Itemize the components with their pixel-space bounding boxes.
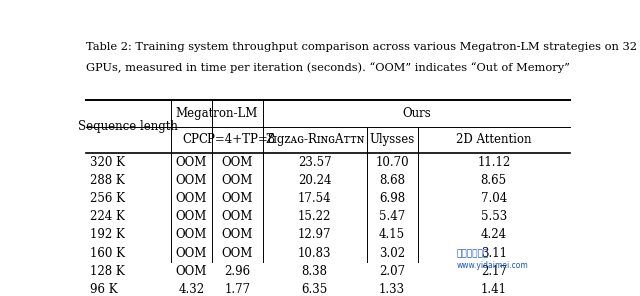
- Text: OOM: OOM: [221, 155, 253, 168]
- Text: OOM: OOM: [175, 174, 207, 187]
- Text: OOM: OOM: [175, 229, 207, 242]
- Text: 8.68: 8.68: [379, 174, 405, 187]
- Text: 20.24: 20.24: [298, 174, 332, 187]
- Text: 256 K: 256 K: [90, 192, 125, 205]
- Text: 6.35: 6.35: [301, 283, 328, 296]
- Text: OOM: OOM: [175, 155, 207, 168]
- Text: 4.32: 4.32: [178, 283, 204, 296]
- Text: 2.96: 2.96: [224, 265, 250, 278]
- Text: GPUs, measured in time per iteration (seconds). “OOM” indicates “Out of Memory”: GPUs, measured in time per iteration (se…: [86, 62, 570, 73]
- Text: 10.70: 10.70: [375, 155, 409, 168]
- Text: 5.53: 5.53: [481, 210, 507, 223]
- Text: OOM: OOM: [175, 247, 207, 260]
- Text: 3.02: 3.02: [379, 247, 405, 260]
- Text: 2D Attention: 2D Attention: [456, 133, 532, 146]
- Text: 15.22: 15.22: [298, 210, 332, 223]
- Text: 288 K: 288 K: [90, 174, 125, 187]
- Text: 1.33: 1.33: [379, 283, 405, 296]
- Text: 12.97: 12.97: [298, 229, 332, 242]
- Text: OOM: OOM: [221, 229, 253, 242]
- Text: 2.07: 2.07: [379, 265, 405, 278]
- Text: OOM: OOM: [221, 174, 253, 187]
- Text: 10.83: 10.83: [298, 247, 332, 260]
- Text: Table 2: Training system throughput comparison across various Megatron-LM strate: Table 2: Training system throughput comp…: [86, 42, 640, 52]
- Text: OOM: OOM: [221, 192, 253, 205]
- Text: OOM: OOM: [175, 265, 207, 278]
- Text: 纯净系统家园: 纯净系统家园: [457, 250, 489, 259]
- Text: 224 K: 224 K: [90, 210, 125, 223]
- Text: Sequence length: Sequence length: [78, 120, 179, 133]
- Text: 1.77: 1.77: [224, 283, 250, 296]
- Text: 1.41: 1.41: [481, 283, 507, 296]
- Text: Ours: Ours: [402, 107, 431, 120]
- Text: 5.47: 5.47: [379, 210, 405, 223]
- Text: CP: CP: [183, 133, 200, 146]
- Text: 160 K: 160 K: [90, 247, 125, 260]
- Text: Megatron-LM: Megatron-LM: [175, 107, 258, 120]
- Text: 11.12: 11.12: [477, 155, 511, 168]
- Text: Zɪgᴢᴀɢ-RɪɴɢAᴛᴛɴ: Zɪgᴢᴀɢ-RɪɴɢAᴛᴛɴ: [265, 133, 364, 146]
- Text: OOM: OOM: [221, 210, 253, 223]
- Text: 8.65: 8.65: [481, 174, 507, 187]
- Text: OOM: OOM: [175, 210, 207, 223]
- Text: 7.04: 7.04: [481, 192, 507, 205]
- Text: 320 K: 320 K: [90, 155, 125, 168]
- Text: www.yidaimei.com: www.yidaimei.com: [457, 261, 529, 270]
- Text: 192 K: 192 K: [90, 229, 125, 242]
- Text: 8.38: 8.38: [301, 265, 328, 278]
- Text: 6.98: 6.98: [379, 192, 405, 205]
- Text: 4.15: 4.15: [379, 229, 405, 242]
- Text: CP=4+TP=8: CP=4+TP=8: [198, 133, 276, 146]
- Text: Ulysses: Ulysses: [369, 133, 415, 146]
- Text: 96 K: 96 K: [90, 283, 118, 296]
- Text: 2.17: 2.17: [481, 265, 507, 278]
- Text: 3.11: 3.11: [481, 247, 507, 260]
- Text: 128 K: 128 K: [90, 265, 125, 278]
- Text: OOM: OOM: [175, 192, 207, 205]
- Text: 4.24: 4.24: [481, 229, 507, 242]
- Text: OOM: OOM: [221, 247, 253, 260]
- Text: 17.54: 17.54: [298, 192, 332, 205]
- Text: 23.57: 23.57: [298, 155, 332, 168]
